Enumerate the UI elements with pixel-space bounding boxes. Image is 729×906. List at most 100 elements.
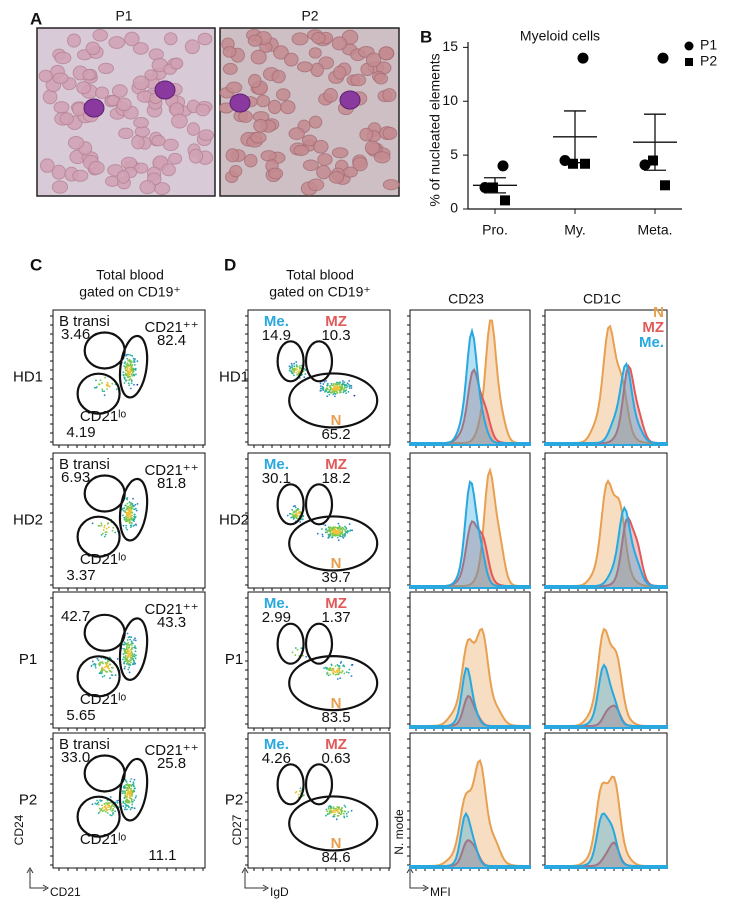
event-dot bbox=[131, 371, 134, 374]
event-dot bbox=[126, 793, 129, 796]
event-dot bbox=[348, 387, 351, 390]
event-dot bbox=[130, 382, 133, 385]
event-dot bbox=[329, 667, 332, 669]
event-dot bbox=[122, 656, 125, 659]
event-dot bbox=[326, 382, 329, 385]
event-dot bbox=[321, 528, 323, 530]
red-cell bbox=[168, 152, 183, 165]
red-cell bbox=[111, 84, 128, 98]
event-dot bbox=[344, 533, 347, 536]
point bbox=[568, 158, 578, 169]
arrow bbox=[406, 867, 429, 892]
legend-label: P2 bbox=[700, 53, 717, 69]
event-dot bbox=[304, 373, 307, 375]
event-dot bbox=[129, 524, 132, 527]
event-dot bbox=[332, 393, 335, 396]
axis-label: MFI bbox=[430, 885, 451, 899]
event-dot bbox=[127, 651, 129, 654]
event-dot bbox=[127, 514, 130, 517]
event-dot bbox=[124, 361, 127, 364]
event-dot bbox=[135, 373, 137, 376]
event-dot bbox=[108, 385, 111, 388]
event-dot bbox=[329, 673, 331, 676]
red-cell bbox=[373, 72, 389, 85]
point bbox=[577, 52, 589, 64]
event-dot bbox=[336, 673, 338, 676]
panel-label: D bbox=[224, 255, 236, 274]
event-dot bbox=[132, 504, 135, 507]
event-dot bbox=[337, 532, 340, 534]
event-dot bbox=[333, 811, 336, 814]
event-dot bbox=[341, 386, 344, 389]
red-cell bbox=[328, 171, 345, 184]
event-dot bbox=[335, 807, 337, 810]
event-dot bbox=[292, 505, 295, 508]
gate-text: MZ bbox=[325, 456, 347, 473]
red-cell bbox=[382, 88, 397, 103]
red-cell bbox=[293, 144, 310, 156]
event-dot bbox=[130, 644, 133, 646]
event-dot bbox=[131, 507, 134, 510]
event-dot bbox=[109, 805, 111, 808]
event-dot bbox=[343, 672, 346, 675]
event-dot bbox=[131, 505, 133, 508]
y-tick-label: 15 bbox=[442, 38, 458, 54]
legend-marker bbox=[684, 41, 694, 51]
event-dot bbox=[104, 533, 107, 536]
red-cell bbox=[359, 127, 374, 142]
event-dot bbox=[91, 660, 94, 663]
red-cell bbox=[197, 32, 213, 46]
legend-label: MZ bbox=[642, 319, 664, 336]
event-dot bbox=[131, 511, 134, 514]
event-dot bbox=[337, 808, 340, 811]
event-dot bbox=[128, 636, 131, 638]
event-dot bbox=[101, 382, 103, 384]
event-dot bbox=[341, 530, 344, 532]
event-dot bbox=[100, 670, 103, 673]
event-dot bbox=[345, 527, 348, 530]
event-dot bbox=[291, 372, 293, 375]
hist-header: CD23 bbox=[448, 291, 484, 307]
event-dot bbox=[127, 508, 130, 511]
red-cell bbox=[98, 62, 115, 75]
gate-text: N bbox=[331, 555, 342, 572]
event-dot bbox=[136, 360, 139, 363]
event-dot bbox=[124, 790, 127, 793]
event-dot bbox=[343, 815, 345, 818]
event-dot bbox=[132, 784, 135, 787]
event-dot bbox=[126, 804, 129, 807]
event-dot bbox=[100, 809, 103, 811]
event-dot bbox=[131, 783, 134, 786]
event-dot bbox=[293, 362, 296, 365]
event-dot bbox=[123, 797, 126, 799]
event-dot bbox=[349, 530, 351, 532]
event-dot bbox=[330, 382, 333, 385]
histogram bbox=[409, 666, 531, 729]
event-dot bbox=[133, 646, 136, 649]
panel-label: C bbox=[30, 255, 42, 274]
red-cell bbox=[323, 88, 338, 103]
red-cell bbox=[253, 118, 268, 133]
y-tick-label: 5 bbox=[450, 146, 458, 162]
event-dot bbox=[112, 811, 114, 814]
red-cell bbox=[317, 153, 333, 166]
red-cell bbox=[132, 75, 150, 91]
x-tick-label: Pro. bbox=[482, 222, 508, 238]
plot-frame bbox=[247, 732, 391, 869]
gate-text: B transi bbox=[59, 456, 110, 473]
event-dot bbox=[103, 806, 106, 808]
event-dot bbox=[337, 527, 339, 530]
event-dot bbox=[104, 810, 107, 813]
event-dot bbox=[127, 382, 130, 385]
red-cell bbox=[38, 69, 53, 83]
event-dot bbox=[101, 675, 104, 678]
event-dot bbox=[133, 639, 135, 641]
plot-frame bbox=[247, 309, 391, 446]
event-dot bbox=[101, 807, 104, 809]
event-dot bbox=[98, 525, 101, 527]
event-dot bbox=[345, 531, 347, 534]
event-dot bbox=[338, 527, 341, 530]
event-dot bbox=[321, 387, 324, 390]
hist-header: CD1C bbox=[583, 291, 621, 307]
event-dot bbox=[339, 813, 342, 816]
